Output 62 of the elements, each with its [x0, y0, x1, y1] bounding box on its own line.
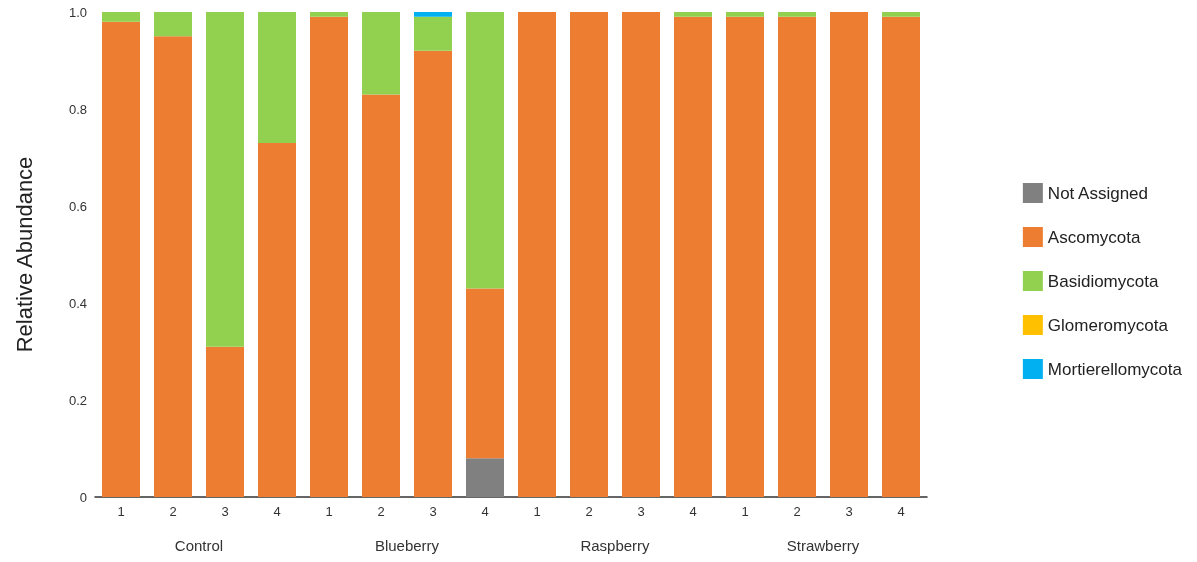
x-tick-label: 3: [221, 504, 229, 519]
bar: [622, 12, 660, 497]
y-tick-label: 0: [79, 489, 87, 505]
legend-label: Glomeromycota: [1047, 315, 1169, 335]
y-tick-label: 0.6: [68, 198, 87, 214]
text: Strawberry: [786, 537, 860, 554]
text: Blueberry: [374, 537, 440, 554]
y-tick-label: 0.4: [68, 295, 87, 311]
x-tick-label: 2: [169, 504, 177, 519]
x-tick-label: 4: [273, 504, 281, 519]
bar: [570, 12, 608, 497]
bar: [310, 12, 348, 17]
y-tick-label: 1.0: [68, 4, 87, 20]
bar: [778, 16, 816, 497]
bar: [310, 16, 348, 497]
bar: [362, 94, 400, 497]
x-tick-label: 1: [117, 504, 125, 519]
x-tick-label: 1: [325, 504, 333, 519]
bar: [206, 12, 244, 347]
bar: [258, 142, 296, 497]
x-tick-label: 2: [585, 504, 593, 519]
x-tick-label: 1: [741, 504, 749, 519]
y-tick-label: 0.8: [68, 101, 87, 117]
legend-label: Mortierellomycota: [1047, 359, 1183, 379]
x-tick-label: 2: [793, 504, 801, 519]
bar: [674, 16, 712, 497]
bar: [154, 36, 192, 497]
bar: [726, 12, 764, 17]
bar: [102, 21, 140, 497]
bar: [466, 458, 504, 497]
bar: [778, 12, 816, 17]
bar: [466, 12, 504, 289]
bar: [518, 12, 556, 497]
bar: [206, 346, 244, 497]
bar: [102, 12, 140, 22]
bar: [726, 16, 764, 497]
bar: [414, 12, 452, 17]
x-tick-label: 3: [429, 504, 437, 519]
legend-label: Ascomycota: [1047, 227, 1141, 247]
x-tick-label: 1: [533, 504, 541, 519]
legend-label: Not Assigned: [1047, 183, 1149, 203]
y-tick-label: 0.2: [68, 392, 87, 408]
bar: [362, 12, 400, 95]
bar: [414, 50, 452, 497]
bar: [258, 12, 296, 143]
x-tick-label: 4: [481, 504, 489, 519]
bar: [466, 288, 504, 459]
bar: [882, 16, 920, 497]
text: Raspberry: [580, 537, 651, 554]
bar: [830, 12, 868, 497]
x-tick-label: 3: [637, 504, 645, 519]
x-tick-label: 4: [897, 504, 905, 519]
bar: [154, 12, 192, 37]
x-tick-label: 4: [689, 504, 697, 519]
bar: [414, 16, 452, 51]
legend-label: Basidiomycota: [1047, 271, 1159, 291]
y-axis-title: Relative Abundance: [11, 156, 37, 353]
bar: [674, 12, 712, 17]
x-tick-label: 3: [845, 504, 853, 519]
text: Control: [174, 537, 224, 554]
x-tick-label: 2: [377, 504, 385, 519]
bar: [882, 12, 920, 17]
